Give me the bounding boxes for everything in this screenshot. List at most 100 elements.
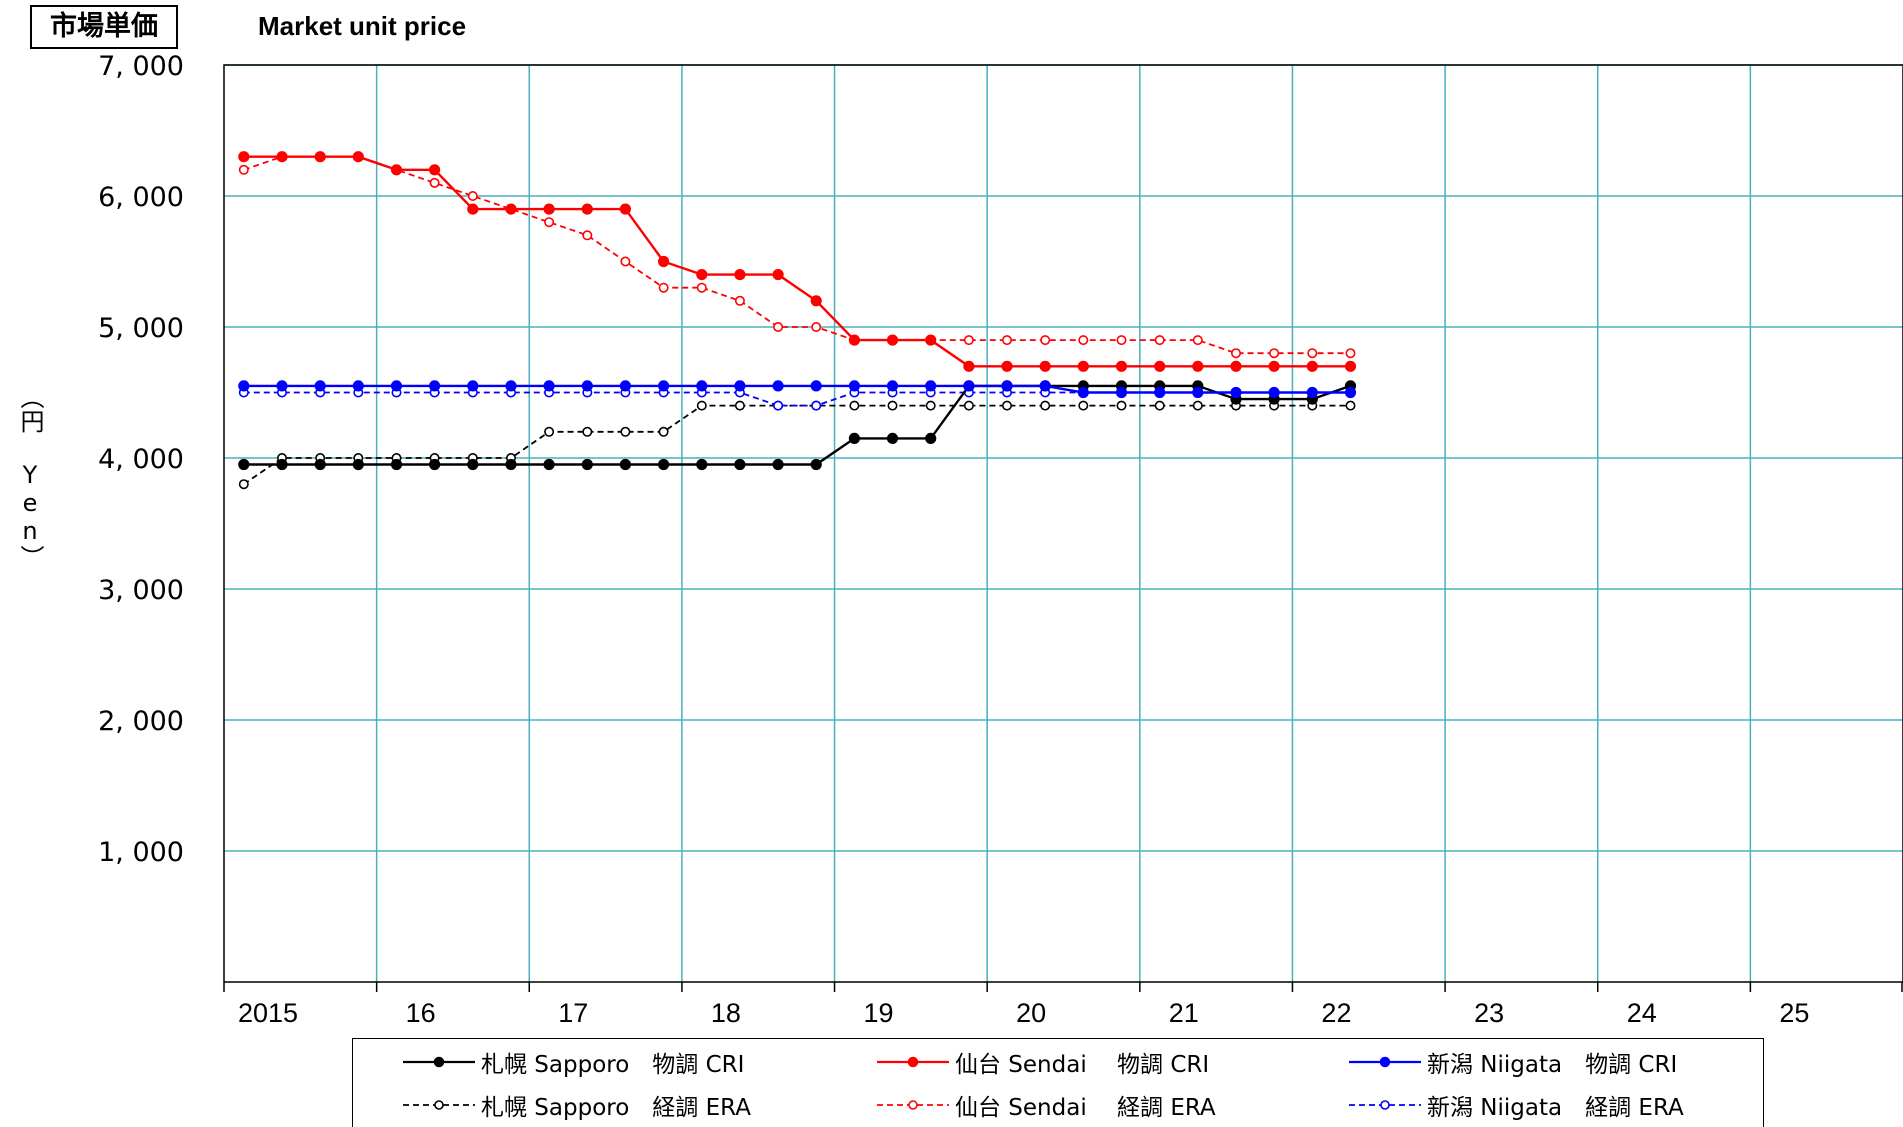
data-point: [1115, 360, 1128, 372]
data-point: [1344, 386, 1357, 399]
data-point: [314, 151, 326, 163]
data-point: [390, 380, 403, 392]
data-point: [238, 458, 250, 471]
data-point: [620, 426, 631, 437]
legend-label: 仙台 Sendai 物調 CRI: [955, 1052, 1210, 1078]
data-point: [658, 426, 669, 437]
series-line: [243, 155, 1351, 368]
data-point: [696, 269, 708, 281]
data-point: [734, 380, 746, 392]
data-point: [657, 380, 670, 392]
y-axis-label: （円 Yen）: [16, 385, 44, 569]
data-point: [925, 432, 937, 444]
data-point: [467, 380, 479, 392]
legend-label: 札幌 Sapporo 経調 ERA: [481, 1095, 751, 1121]
legend-swatch: [877, 1100, 949, 1110]
data-point: [1077, 360, 1089, 372]
data-point: [657, 458, 670, 471]
data-point: [1116, 400, 1127, 411]
data-point: [1345, 348, 1356, 359]
legend-item-niigata-cri: 新潟 Niigata 物調 CRI: [1347, 1042, 1677, 1082]
series-2: [238, 151, 1357, 372]
series-line: [243, 155, 1351, 355]
data-point: [314, 380, 326, 392]
data-point: [1269, 348, 1280, 359]
data-point: [963, 360, 975, 372]
data-point: [1001, 400, 1012, 411]
data-point: [810, 380, 822, 392]
data-point: [811, 321, 822, 332]
data-point: [1154, 360, 1166, 372]
data-point: [620, 256, 631, 267]
data-point: [1078, 400, 1089, 411]
legend-label: 新潟 Niigata 経調 ERA: [1427, 1095, 1684, 1121]
data-point: [467, 458, 479, 471]
data-point: [429, 164, 441, 176]
data-point: [314, 458, 326, 471]
data-point: [1040, 335, 1051, 346]
data-point: [963, 335, 974, 346]
data-point: [886, 334, 899, 346]
series-0: [238, 380, 1357, 471]
y-tick-label: 2, 000: [98, 706, 184, 737]
data-point: [1192, 400, 1203, 411]
data-point: [658, 282, 669, 293]
series-line: [243, 384, 1351, 466]
data-point: [352, 151, 364, 163]
data-point: [238, 380, 250, 392]
legend-item-sendai-era: 仙台 Sendai 経調 ERA: [875, 1085, 1216, 1125]
data-point: [887, 400, 898, 411]
data-point: [848, 380, 861, 392]
data-point: [963, 380, 975, 392]
legend-label: 札幌 Sapporo 物調 CRI: [481, 1052, 745, 1078]
chart-title-jp: 市場単価: [30, 5, 178, 49]
data-point: [1344, 360, 1357, 372]
data-point: [773, 321, 784, 332]
data-point: [467, 203, 479, 215]
data-point: [657, 255, 670, 268]
data-point: [1039, 360, 1051, 372]
data-point: [238, 479, 249, 490]
data-point: [696, 458, 708, 471]
data-point: [1154, 400, 1165, 411]
data-point: [505, 458, 517, 471]
data-point: [1192, 386, 1204, 399]
legend-item-sapporo-cri: 札幌 Sapporo 物調 CRI: [401, 1042, 744, 1082]
x-tick-label: 22: [1321, 998, 1351, 1028]
data-point: [772, 458, 784, 471]
data-point: [734, 458, 746, 471]
data-point: [352, 380, 364, 392]
legend-swatch: [403, 1056, 475, 1068]
data-point: [582, 230, 593, 241]
data-point: [1231, 348, 1242, 359]
data-point: [734, 269, 746, 281]
data-point: [848, 334, 861, 346]
legend-item-sapporo-era: 札幌 Sapporo 経調 ERA: [401, 1085, 751, 1125]
x-tick-label: 18: [711, 998, 741, 1028]
series-4: [238, 380, 1357, 399]
x-tick-label: 20: [1016, 998, 1046, 1028]
data-point: [619, 380, 632, 392]
legend-swatch: [403, 1100, 475, 1110]
data-point: [925, 334, 937, 346]
data-point: [276, 458, 288, 471]
x-tick-label: 24: [1627, 998, 1657, 1028]
data-point: [581, 203, 593, 215]
data-point: [429, 380, 441, 392]
x-tick-label: 19: [864, 998, 894, 1028]
data-point: [1078, 335, 1089, 346]
x-tick-label: 2015: [238, 998, 298, 1028]
x-tick-label: 23: [1474, 998, 1504, 1028]
x-tick-label: 16: [406, 998, 436, 1028]
legend-swatch: [1349, 1056, 1421, 1068]
data-point: [849, 400, 860, 411]
y-tick-label: 7, 000: [98, 51, 184, 82]
data-point: [1154, 335, 1165, 346]
data-point: [811, 400, 822, 411]
data-point: [238, 164, 249, 175]
x-tick-label: 25: [1779, 998, 1809, 1028]
series-line: [243, 391, 1351, 407]
data-point: [1040, 400, 1051, 411]
data-point: [276, 151, 288, 163]
